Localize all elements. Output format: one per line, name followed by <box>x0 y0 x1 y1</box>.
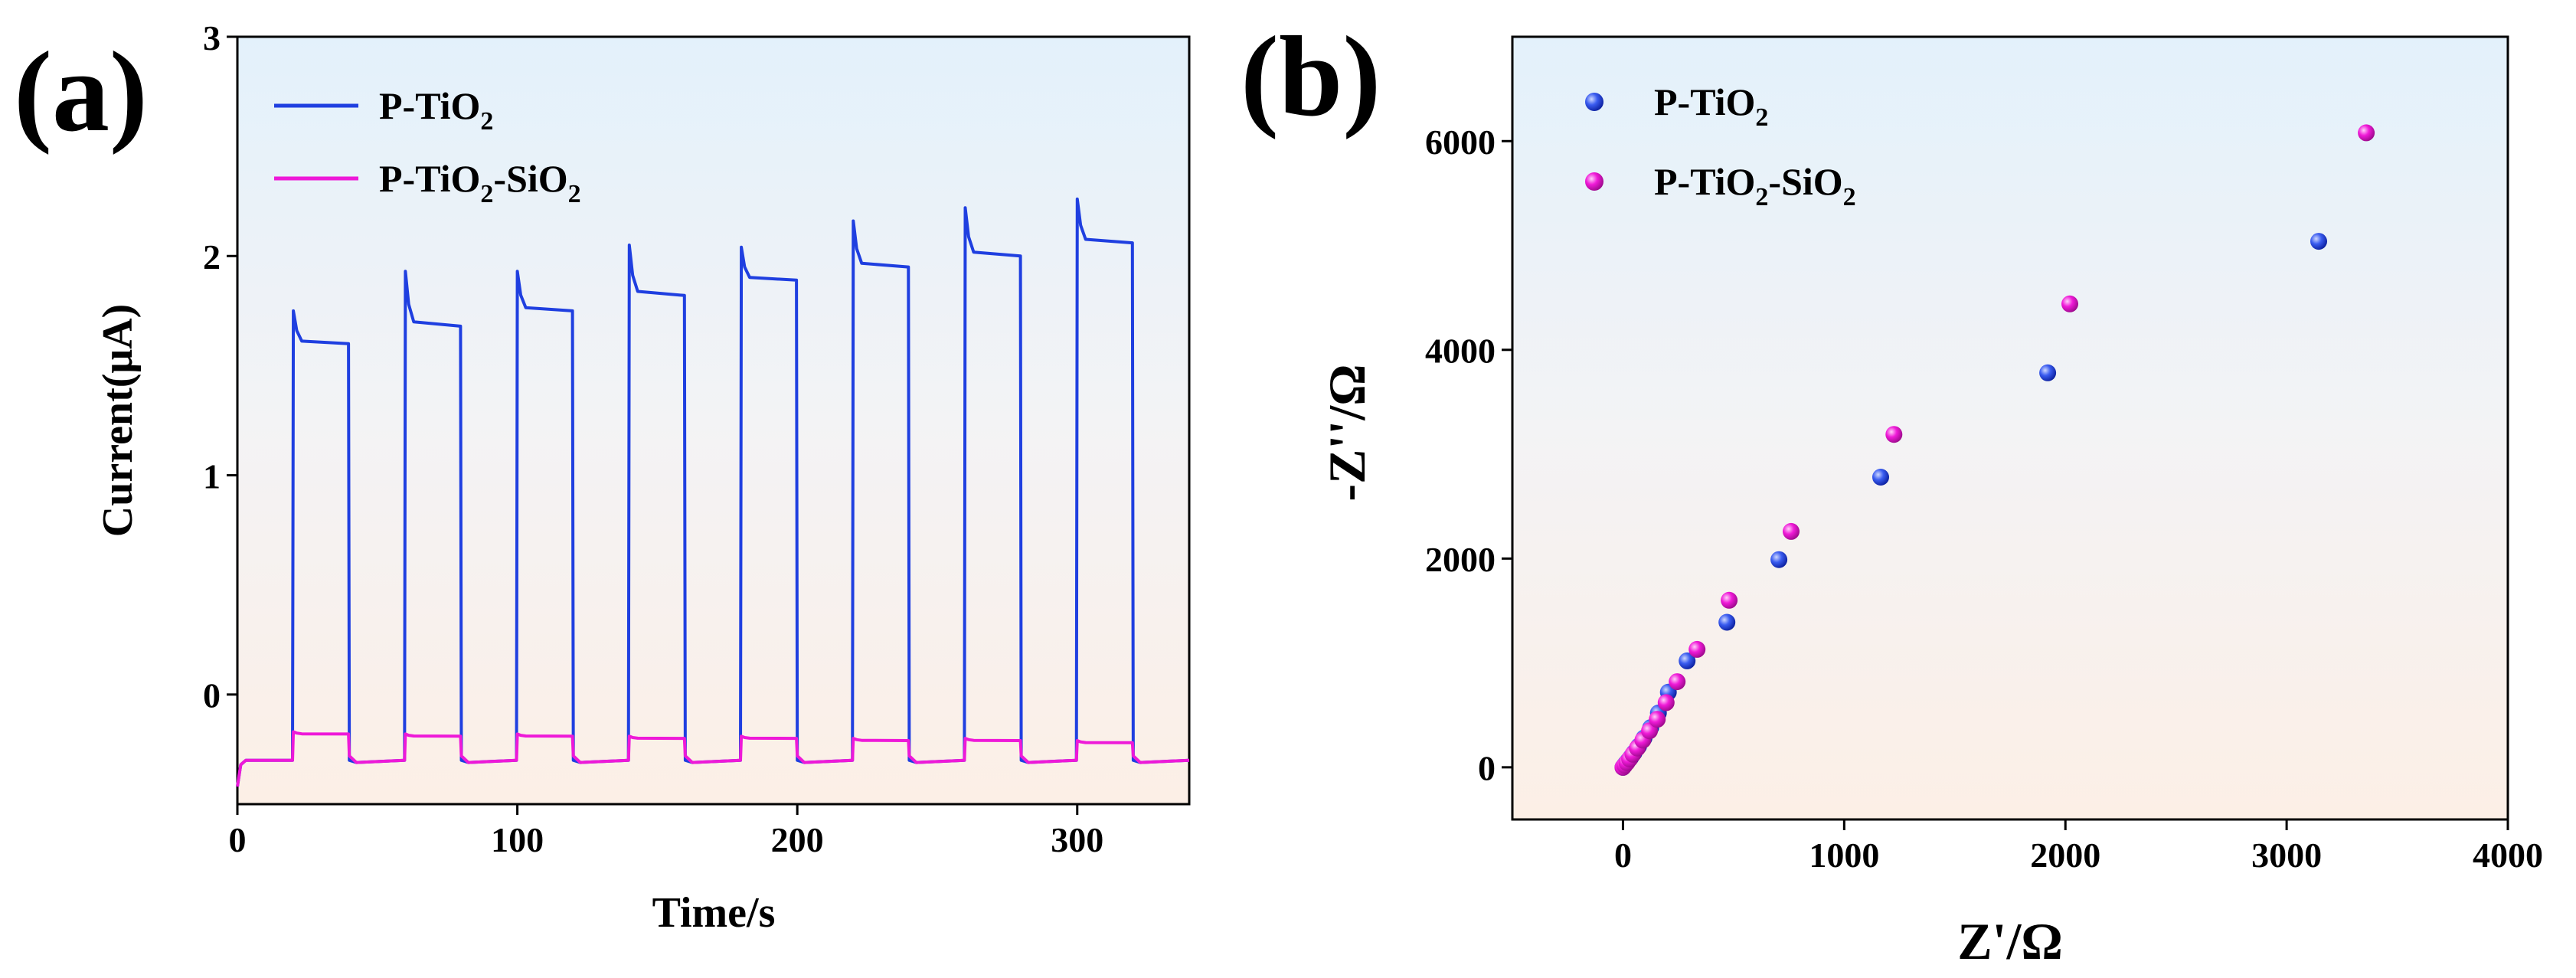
x-tick-label: 0 <box>1614 836 1632 875</box>
legend-label-p-tio2-b: P-TiO2 <box>1654 80 1768 132</box>
data-point-p-tio2 <box>1718 613 1736 631</box>
x-axis-label-b: Z'/Ω <box>1957 912 2063 970</box>
data-point-p-tio2-sio2 <box>1721 591 1738 609</box>
series-line-p-tio2-sio2 <box>236 730 1190 787</box>
data-point-p-tio2-sio2 <box>1649 711 1666 728</box>
y-axis-label-a: Current(μA) <box>94 304 142 537</box>
panel-label-b: (b) <box>1241 13 1381 140</box>
y-tick-label: 1 <box>203 456 221 496</box>
x-axis-label-a: Time/s <box>652 889 776 937</box>
x-tick-label: 300 <box>1051 820 1103 859</box>
legend-b: P-TiO2 P-TiO2-SiO2 <box>1585 80 1856 211</box>
legend-marker-p-tio2-b <box>1585 93 1603 111</box>
y-tick-label: 4000 <box>1425 332 1496 371</box>
data-point-p-tio2 <box>1679 652 1696 669</box>
x-tick-label: 2000 <box>2030 836 2100 875</box>
y-tick-label: 2 <box>203 237 221 276</box>
legend-label-p-tio2-sio2-a: P-TiO2-SiO2 <box>379 157 581 208</box>
data-point-p-tio2 <box>1770 551 1788 568</box>
x-tick-label: 3000 <box>2251 836 2322 875</box>
legend-marker-p-tio2-sio2-b <box>1585 172 1603 191</box>
y-tick-label: 3 <box>203 18 221 57</box>
y-tick-label: 6000 <box>1425 123 1496 162</box>
data-point-p-tio2 <box>1872 469 1889 486</box>
x-tick-label: 4000 <box>2473 836 2543 875</box>
x-tick-label: 0 <box>229 820 247 859</box>
panel-b: (b) 0 1000 2000 3000 4000 0 2000 4000 6000 Z'/Ω… <box>1241 13 2543 970</box>
data-point-p-tio2 <box>2039 364 2057 381</box>
y-tick-label: 2000 <box>1425 540 1496 579</box>
x-tick-label: 200 <box>771 820 824 859</box>
x-tick-label: 100 <box>491 820 544 859</box>
data-point-p-tio2-sio2 <box>1657 694 1675 711</box>
plot-area-a <box>236 35 1191 806</box>
data-point-p-tio2 <box>2310 233 2327 250</box>
data-point-p-tio2-sio2 <box>1688 640 1706 658</box>
legend-label-p-tio2-sio2-b: P-TiO2-SiO2 <box>1654 160 1856 211</box>
y-axis-label-b: -Z''/Ω <box>1318 364 1376 501</box>
data-point-p-tio2-sio2 <box>2358 124 2375 142</box>
y-tick-label: 0 <box>203 676 221 715</box>
legend-label-p-tio2-a: P-TiO2 <box>379 84 493 136</box>
data-point-p-tio2-sio2 <box>2061 295 2078 312</box>
data-point-p-tio2-sio2 <box>1783 522 1800 540</box>
panel-label-a: (a) <box>14 28 148 155</box>
x-tick-label: 1000 <box>1809 836 1879 875</box>
data-point-p-tio2-sio2 <box>1885 426 1903 443</box>
data-point-p-tio2-sio2 <box>1669 673 1686 691</box>
panel-a: (a) 0 100 200 300 0 1 2 3 Time/s Current(μA) P… <box>14 18 1191 937</box>
y-tick-label: 0 <box>1478 749 1496 788</box>
legend-a: P-TiO2 P-TiO2-SiO2 <box>274 84 581 208</box>
